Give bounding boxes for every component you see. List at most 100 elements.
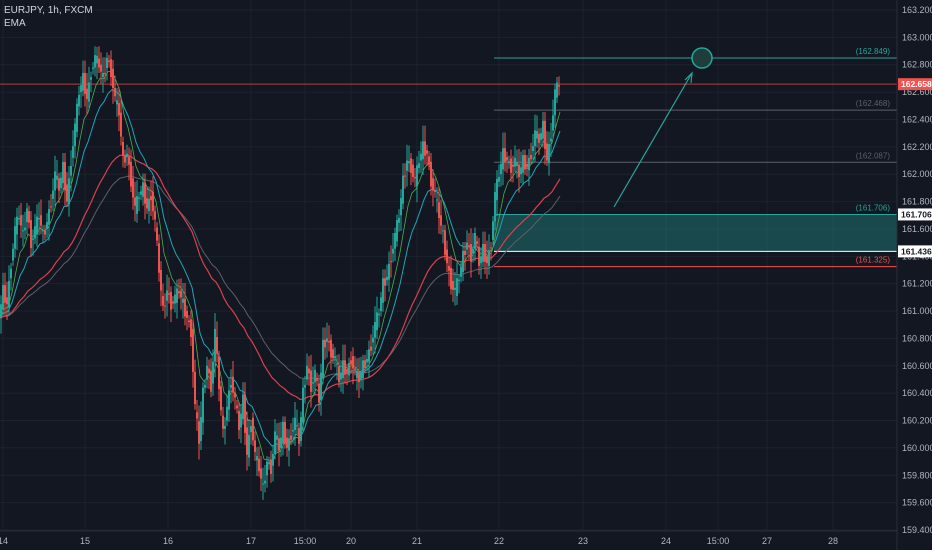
candle-body — [408, 161, 410, 164]
ema-green-line[interactable] — [0, 71, 561, 464]
candle-body — [34, 226, 36, 239]
candle-body — [140, 191, 142, 195]
candle-body — [118, 103, 120, 116]
candle-body — [72, 146, 74, 158]
candle-body — [544, 120, 546, 149]
candle-body — [330, 339, 332, 358]
candle-body — [430, 161, 432, 187]
level-label: (161.706) — [856, 203, 891, 212]
candle-body — [466, 242, 468, 250]
price-tick-label: 161.800 — [902, 197, 932, 207]
candle-body — [136, 196, 138, 214]
candle-body — [224, 426, 226, 429]
indicator-label[interactable]: EMA — [4, 18, 26, 29]
candle-body — [250, 426, 252, 433]
candle-body — [164, 305, 166, 307]
candle-body — [232, 376, 234, 393]
candle-body — [436, 199, 438, 201]
candle-body — [474, 233, 476, 249]
candle-body — [530, 155, 532, 160]
candle-body — [346, 369, 348, 373]
price-tick-label: 162.000 — [902, 169, 932, 179]
candle-body — [62, 161, 64, 184]
time-tick-label: 15:00 — [707, 536, 730, 546]
candle-body — [58, 178, 60, 191]
candle-body — [354, 368, 356, 370]
candle-body — [88, 82, 90, 102]
current-price-badge-text: 162.658 — [901, 79, 932, 89]
candle-body — [100, 64, 102, 72]
candle-body — [148, 198, 150, 212]
demand-zone[interactable] — [494, 214, 897, 252]
candle-body — [290, 435, 292, 440]
candle-body — [528, 157, 530, 171]
candle-body — [536, 131, 538, 139]
candle-body — [268, 462, 270, 465]
candle-body — [480, 256, 482, 264]
candle-body — [42, 230, 44, 232]
price-tick-label: 159.400 — [902, 525, 932, 535]
ema-gray-line[interactable] — [0, 175, 561, 380]
candle-body — [130, 161, 132, 187]
candle-body — [244, 394, 246, 433]
candle-body — [182, 298, 184, 303]
candle-body — [386, 276, 388, 281]
candle-body — [22, 230, 24, 232]
candle-body — [342, 360, 344, 379]
candle-body — [422, 141, 424, 160]
candle-body — [492, 221, 494, 240]
target-circle[interactable] — [691, 47, 713, 69]
candle-body — [548, 144, 550, 164]
candle-body — [126, 153, 128, 158]
candle-body — [20, 215, 22, 226]
candle-body — [14, 226, 16, 249]
candle-body — [84, 72, 86, 95]
candle-body — [316, 378, 318, 381]
candle-body — [114, 88, 116, 97]
candles — [0, 46, 560, 500]
candle-body — [292, 430, 294, 432]
candle-body — [110, 59, 112, 78]
candle-body — [542, 120, 544, 139]
candle-body — [438, 202, 440, 218]
candle-body — [514, 157, 516, 167]
price-tick-label: 162.600 — [902, 87, 932, 97]
candle-body — [314, 369, 316, 383]
candle-body — [132, 178, 134, 198]
symbol-title[interactable]: EURJPY, 1h, FXCM — [4, 5, 93, 16]
price-tick-label: 161.000 — [902, 306, 932, 316]
candle-body — [144, 182, 146, 204]
price-tick-label: 160.600 — [902, 361, 932, 371]
candle-body — [392, 248, 394, 254]
candle-body — [428, 156, 430, 165]
candle-body — [270, 459, 272, 474]
candle-body — [242, 394, 244, 420]
candle-body — [92, 67, 94, 69]
candle-body — [452, 280, 454, 290]
candle-body — [254, 440, 256, 452]
time-tick-label: 23 — [578, 536, 588, 546]
candle-body — [552, 115, 554, 131]
candle-body — [280, 437, 282, 448]
ema-red-line[interactable] — [0, 154, 561, 401]
candle-body — [264, 480, 266, 484]
candle-body — [212, 361, 214, 384]
candle-body — [26, 208, 28, 223]
candle-body — [406, 160, 408, 171]
candle-body — [160, 270, 162, 291]
candle-body — [376, 312, 378, 331]
time-tick-label: 14 — [0, 536, 8, 546]
target-arrow[interactable] — [613, 47, 713, 208]
candle-body — [2, 285, 4, 310]
candle-body — [172, 301, 174, 304]
candle-body — [518, 164, 520, 177]
candle-body — [402, 175, 404, 204]
level-label: (162.087) — [856, 151, 891, 160]
candle-body — [54, 171, 56, 191]
zone-top-badge — [898, 208, 932, 221]
candle-body — [554, 89, 556, 116]
candle-body — [296, 425, 298, 427]
candle-body — [394, 233, 396, 249]
time-axis[interactable]: 14 15 16 17 15:00 20 21 22 23 24 15:00 27 28 — [0, 536, 838, 546]
